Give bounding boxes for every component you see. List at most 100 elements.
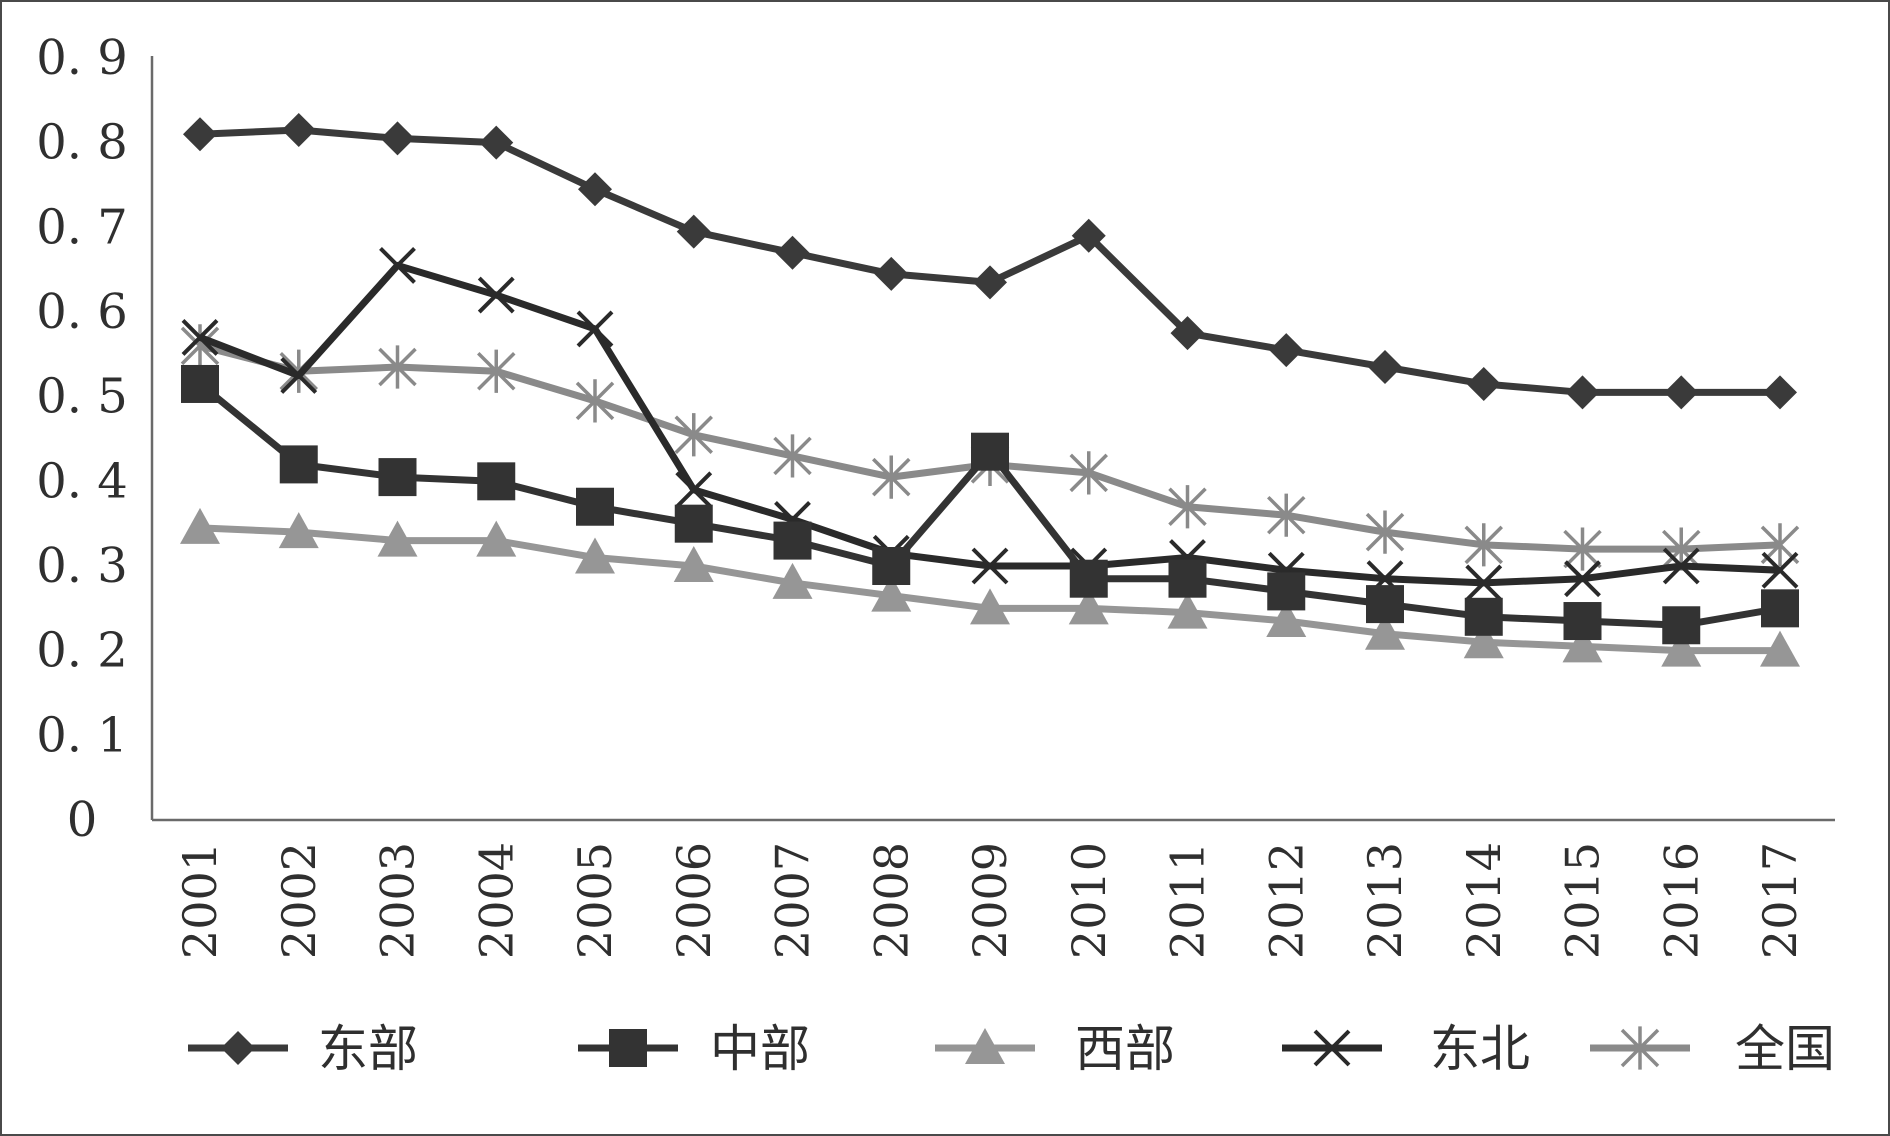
legend-marker — [965, 1028, 1005, 1064]
series-4 — [181, 247, 1799, 602]
y-tick-label: 0. 6 — [36, 284, 128, 340]
data-point — [674, 413, 713, 457]
data-point — [1662, 606, 1701, 645]
data-point — [1368, 350, 1402, 385]
data-point — [1664, 375, 1699, 410]
x-tick-label: 2011 — [1161, 842, 1215, 959]
legend-marker — [609, 1029, 647, 1067]
data-point — [1760, 630, 1800, 667]
x-axis-ticks: 2001 2002 2003 2004 2005 2006 2007 2008 2009 2010… — [173, 842, 1807, 959]
data-point — [1466, 366, 1501, 401]
series-2 — [181, 364, 1799, 645]
legend-marker — [221, 1031, 255, 1065]
data-point — [674, 504, 713, 543]
data-point — [576, 310, 614, 348]
data-point — [970, 588, 1010, 625]
x-tick-label: 2010 — [1062, 842, 1116, 959]
legend-marker — [1313, 1029, 1351, 1067]
data-point — [477, 349, 516, 393]
axes — [150, 56, 1835, 822]
series-line — [198, 261, 1781, 587]
data-point — [180, 507, 220, 544]
data-point — [772, 562, 813, 599]
data-point — [973, 265, 1007, 300]
x-tick-label: 2009 — [963, 842, 1017, 959]
y-tick-label: 0. 2 — [36, 623, 128, 679]
data-point — [1463, 622, 1504, 659]
x-tick-label: 2017 — [1753, 842, 1807, 959]
data-point — [1761, 551, 1799, 589]
data-point — [1168, 559, 1207, 598]
data-point — [971, 432, 1009, 471]
data-point — [1563, 602, 1602, 641]
legend-label: 全国 — [1735, 1020, 1835, 1078]
data-point — [377, 520, 418, 557]
data-point — [1565, 375, 1600, 410]
legend: 东部 中部 西部 东北 全国 — [188, 1020, 1835, 1078]
data-point — [1269, 333, 1304, 368]
data-point — [380, 121, 415, 156]
y-tick-label: 0. 4 — [36, 453, 128, 509]
legend-label: 中部 — [710, 1020, 810, 1078]
legend-label: 东北 — [1430, 1020, 1530, 1078]
y-tick-label: 0. 3 — [36, 538, 128, 594]
legend-item: 西部 — [935, 1020, 1175, 1078]
y-tick-label: 0. 7 — [36, 199, 128, 255]
x-tick-label: 2016 — [1654, 842, 1708, 959]
data-point — [1069, 559, 1108, 598]
data-point — [1661, 630, 1702, 667]
data-point — [1071, 218, 1106, 253]
series-line — [199, 126, 1780, 396]
data-point — [1366, 585, 1404, 624]
data-point — [578, 172, 612, 207]
x-tick-label: 2008 — [864, 842, 918, 959]
data-point — [1267, 493, 1306, 537]
x-tick-label: 2013 — [1358, 842, 1412, 959]
data-point — [1267, 572, 1306, 611]
data-point — [1365, 613, 1405, 650]
x-tick-label: 2012 — [1259, 842, 1313, 959]
legend-marker — [1620, 1026, 1660, 1070]
data-point — [1168, 485, 1207, 529]
y-tick-label: 0. 1 — [36, 707, 128, 763]
data-point — [872, 547, 911, 585]
legend-item: 中部 — [578, 1020, 810, 1078]
x-tick-label: 2015 — [1556, 842, 1610, 959]
data-point — [477, 462, 516, 501]
data-point — [1068, 588, 1109, 625]
legend-label: 东部 — [318, 1020, 418, 1078]
data-point — [378, 345, 417, 389]
data-point — [1167, 592, 1208, 629]
legend-item: 东北 — [1282, 1020, 1530, 1078]
data-point — [1563, 527, 1602, 571]
x-tick-label: 2004 — [469, 842, 523, 959]
data-point — [773, 521, 812, 560]
x-tick-label: 2007 — [766, 842, 820, 959]
data-point — [675, 471, 713, 509]
y-axis-ticks: 0 0. 1 0. 2 0. 3 0. 4 0. 5 0. 6 0. 7 0. 8 0. 9 — [36, 30, 128, 848]
data-point — [1761, 589, 1799, 628]
data-point — [676, 214, 711, 249]
data-point — [1662, 547, 1700, 585]
x-tick-label: 2014 — [1457, 842, 1511, 959]
data-point — [773, 434, 812, 478]
data-point — [1465, 564, 1503, 602]
data-point — [575, 537, 615, 574]
data-point — [1464, 523, 1503, 567]
data-point — [281, 112, 316, 147]
series-layer — [180, 112, 1800, 667]
data-point — [479, 125, 514, 160]
data-point — [278, 512, 319, 549]
data-point — [378, 458, 417, 497]
y-tick-label: 0. 5 — [36, 369, 128, 425]
x-tick-label: 2002 — [272, 842, 326, 959]
data-point — [576, 487, 614, 526]
data-point — [180, 324, 220, 368]
series-1 — [183, 112, 1797, 410]
legend-item: 东部 — [188, 1020, 418, 1078]
data-point — [1564, 560, 1601, 598]
data-point — [971, 547, 1009, 585]
data-point — [1069, 451, 1108, 495]
